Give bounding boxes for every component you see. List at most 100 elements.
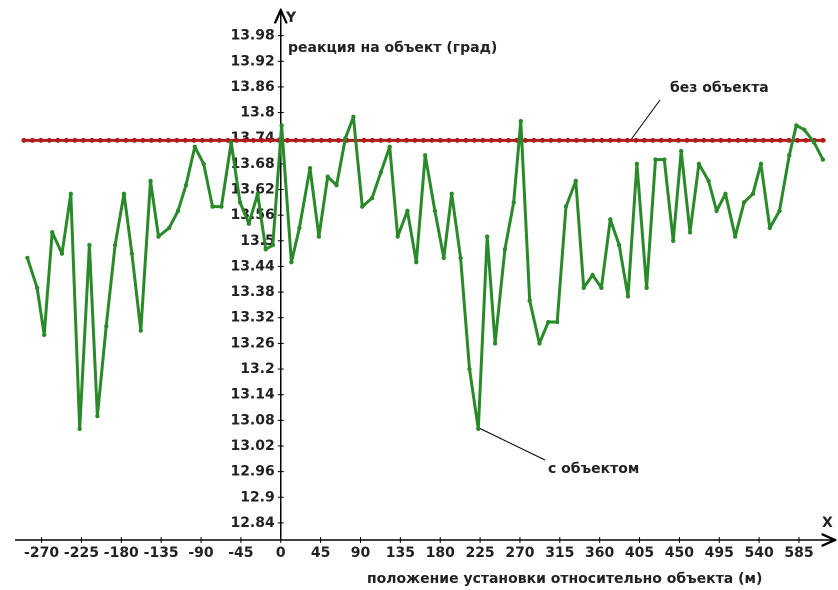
- point: [811, 140, 817, 145]
- point: [175, 208, 181, 214]
- point: [369, 195, 375, 201]
- y-tick-label: 12.96: [230, 464, 274, 480]
- point: [297, 225, 302, 231]
- point: [360, 204, 365, 209]
- point: [449, 191, 454, 196]
- x-axis-title: положение установки относительно объекта…: [367, 571, 762, 587]
- point: [192, 144, 198, 149]
- y-tick-label: 12.84: [230, 515, 275, 531]
- annotation: без объекта: [670, 80, 769, 96]
- x-tick-label: 0: [276, 545, 286, 561]
- point: [563, 204, 569, 209]
- point: [25, 255, 30, 261]
- y-tick-label: 13.62: [230, 182, 274, 198]
- point: [634, 161, 640, 167]
- point: [432, 208, 438, 214]
- point: [289, 259, 294, 265]
- point: [723, 191, 728, 196]
- x-tick-label: 315: [545, 545, 574, 561]
- point: [441, 255, 446, 261]
- x-tick-label: -45: [228, 545, 253, 561]
- point: [255, 191, 260, 196]
- point: [34, 285, 40, 291]
- point: [573, 178, 578, 184]
- point: [156, 234, 161, 239]
- point: [219, 204, 224, 209]
- y-tick-label: 13.8: [240, 105, 275, 121]
- point: [343, 136, 348, 141]
- point: [527, 298, 532, 303]
- point: [467, 366, 472, 372]
- point: [714, 208, 719, 214]
- x-tick-label: 225: [465, 545, 494, 561]
- y-axis-name: Y: [285, 10, 297, 26]
- point: [820, 157, 826, 162]
- point: [492, 341, 498, 346]
- x-tick-label: 585: [784, 545, 813, 561]
- y-tick-label: 12.9: [240, 489, 275, 505]
- point: [405, 208, 410, 214]
- point: [590, 272, 595, 278]
- annotation: с объектом: [548, 461, 639, 477]
- point: [121, 191, 127, 196]
- point: [750, 191, 756, 196]
- point: [237, 200, 243, 205]
- point: [787, 153, 792, 158]
- x-tick-label: -180: [104, 545, 139, 561]
- point: [42, 332, 47, 338]
- x-tick-label: -270: [24, 545, 59, 561]
- x-tick-label: 180: [426, 545, 455, 561]
- point: [279, 123, 284, 128]
- point: [228, 140, 234, 145]
- point: [696, 161, 702, 167]
- point: [210, 204, 215, 209]
- x-tick-label: 90: [351, 545, 371, 561]
- x-tick-label: -135: [144, 545, 179, 561]
- point: [802, 127, 807, 132]
- point: [263, 247, 268, 252]
- point: [166, 225, 172, 231]
- point: [183, 183, 189, 188]
- y-tick-label: 13.14: [230, 387, 275, 403]
- point: [653, 157, 658, 162]
- point: [104, 324, 109, 329]
- point: [50, 230, 55, 235]
- point: [270, 242, 275, 248]
- x-tick-label: 360: [585, 545, 614, 561]
- point: [502, 247, 508, 252]
- y-tick-label: 13.32: [230, 310, 274, 326]
- x-tick-label: -90: [188, 545, 214, 561]
- point: [706, 178, 711, 184]
- point: [378, 170, 384, 175]
- y-tick-label: 13.26: [230, 335, 274, 351]
- y-tick-label: 13.38: [230, 284, 274, 300]
- y-tick-label: 13.02: [230, 438, 274, 454]
- point: [422, 153, 428, 158]
- point: [334, 183, 339, 188]
- point: [678, 148, 684, 154]
- point: [625, 294, 631, 299]
- point: [112, 242, 118, 248]
- point: [476, 426, 481, 432]
- point: [581, 285, 586, 291]
- point: [511, 200, 516, 205]
- point: [599, 285, 604, 291]
- x-tick-label: 405: [625, 545, 654, 561]
- point: [395, 234, 400, 239]
- point: [518, 118, 524, 124]
- y-tick-label: 13.98: [230, 28, 274, 44]
- point: [546, 319, 551, 325]
- point: [387, 144, 392, 149]
- point: [616, 242, 622, 248]
- point: [758, 161, 764, 167]
- point: [316, 234, 322, 239]
- x-tick-label: 45: [311, 545, 330, 561]
- x-tick-label: 450: [665, 545, 694, 561]
- point: [662, 157, 667, 162]
- x-tick-label: 270: [505, 545, 534, 561]
- x-axis-name: X: [822, 515, 833, 531]
- y-tick-label: 13.44: [230, 258, 275, 274]
- point: [351, 114, 356, 120]
- point: [307, 165, 313, 171]
- y-tick-label: 13.92: [230, 53, 274, 69]
